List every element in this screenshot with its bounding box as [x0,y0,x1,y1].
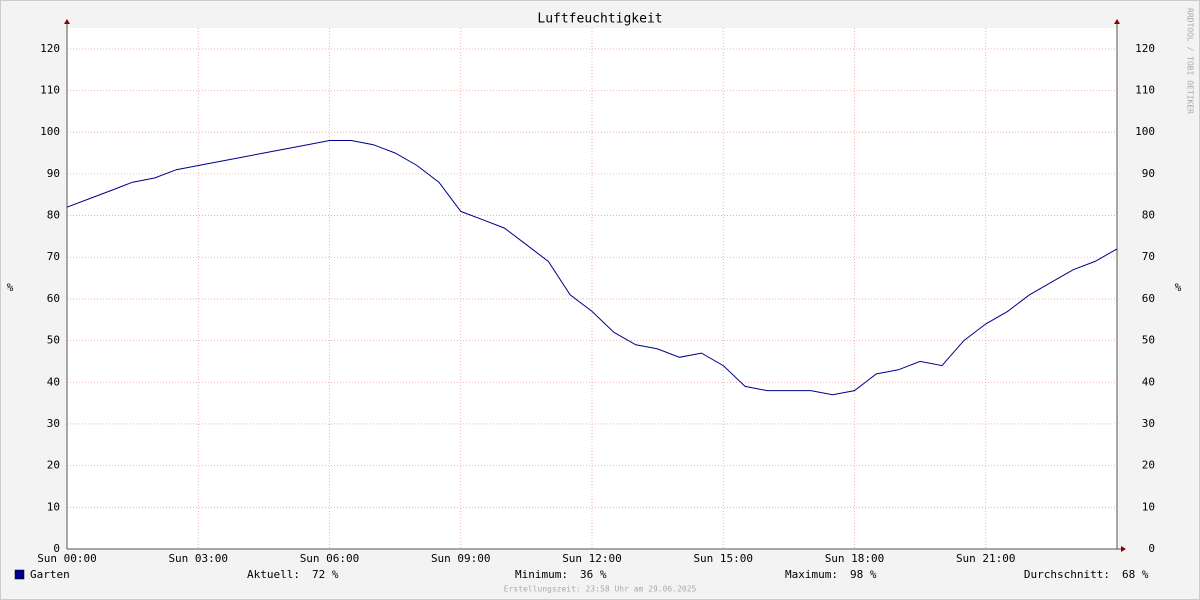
x-tick-label: Sun 12:00 [562,552,622,565]
stat-label: Aktuell: [247,568,300,581]
y-tick-label: 110 [40,84,60,97]
x-tick-label: Sun 18:00 [825,552,885,565]
stat-label: Minimum: [515,568,568,581]
x-tick-label: Sun 00:00 [37,552,97,565]
y-tick-label: 80 [47,209,60,222]
y-tick-label: 10 [47,500,60,513]
y2-tick-label: 40 [1142,375,1155,388]
chart-title: Luftfeuchtigkeit [537,12,662,27]
y2-tick-label: 90 [1142,167,1155,180]
y-tick-label: 40 [47,375,60,388]
y2-tick-label: 30 [1142,417,1155,430]
axis-arrow [64,19,70,24]
x-tick-label: Sun 06:00 [300,552,360,565]
y-axis-label: % [7,281,14,294]
y-tick-label: 120 [40,42,60,55]
y-tick-label: 0 [53,542,60,555]
y-tick-label: 90 [47,167,60,180]
y2-tick-label: 110 [1135,84,1155,97]
x-tick-label: Sun 09:00 [431,552,491,565]
y-tick-label: 60 [47,292,60,305]
legend-label: Garten [30,568,70,581]
stat-value: 68 % [1122,568,1149,581]
y-tick-label: 30 [47,417,60,430]
stat-label: Durchschnitt: [1024,568,1110,581]
y2-tick-label: 100 [1135,125,1155,138]
y2-tick-label: 120 [1135,42,1155,55]
y2-tick-label: 20 [1142,459,1155,472]
axis-arrow [1121,546,1126,552]
y2-tick-label: 50 [1142,334,1155,347]
stat-value: 98 % [850,568,877,581]
stat-value: 72 % [312,568,339,581]
y2-tick-label: 80 [1142,209,1155,222]
y-tick-label: 50 [47,334,60,347]
x-tick-label: Sun 15:00 [693,552,753,565]
watermark: RRDTOOL / TOBI OETIKER [1186,8,1195,114]
stat-value: 36 % [580,568,607,581]
plot-area [67,28,1117,549]
x-tick-label: Sun 03:00 [168,552,228,565]
y2-tick-label: 0 [1148,542,1155,555]
x-tick-label: Sun 21:00 [956,552,1016,565]
legend-swatch [14,569,25,580]
y-tick-label: 70 [47,250,60,263]
y-tick-label: 100 [40,125,60,138]
y2-tick-label: 10 [1142,500,1155,513]
stat-label: Maximum: [785,568,838,581]
footer: Erstellungszeit: 23:58 Uhr am 29.06.2025 [504,585,697,594]
y-tick-label: 20 [47,459,60,472]
y2-axis-label: % [1175,281,1182,294]
y2-tick-label: 60 [1142,292,1155,305]
y2-tick-label: 70 [1142,250,1155,263]
data-line [66,140,1118,396]
axis-arrow [1114,19,1120,24]
